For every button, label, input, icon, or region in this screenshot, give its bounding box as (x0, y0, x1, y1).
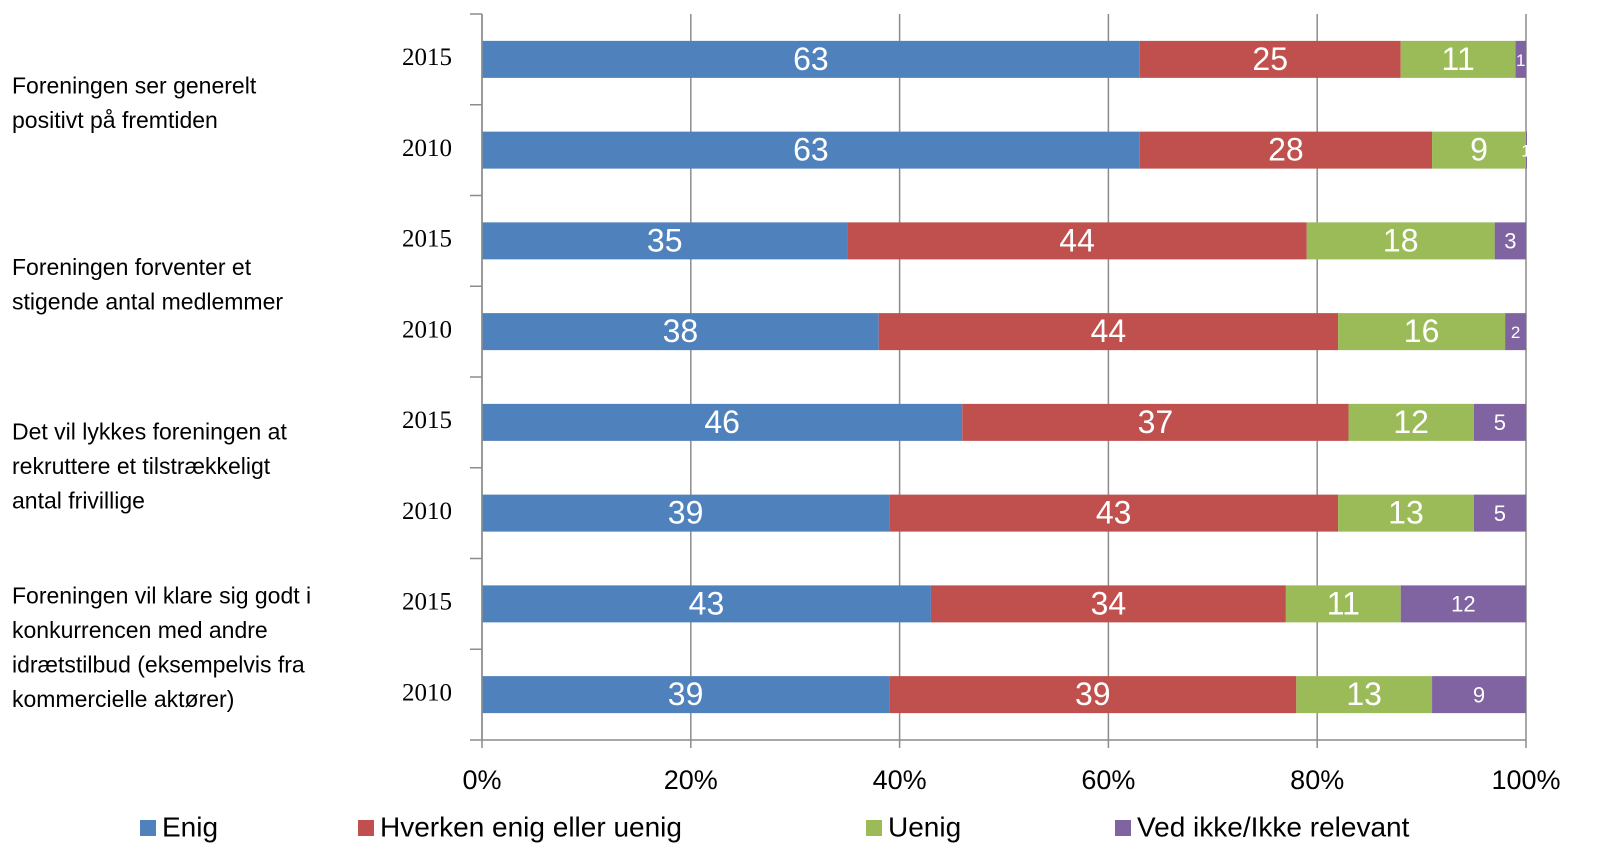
data-label: 43 (1096, 495, 1132, 531)
bar-segment (1139, 131, 1433, 169)
bar-segment (482, 676, 890, 714)
data-label: 44 (1091, 313, 1127, 349)
year-label: 2010 (402, 498, 452, 525)
bar-segment (482, 585, 931, 623)
data-label: 43 (689, 585, 725, 621)
bar-segment (1432, 676, 1526, 714)
x-tick-label: 20% (664, 765, 718, 795)
bar-segment (1400, 40, 1516, 78)
data-label: 63 (793, 132, 829, 168)
group-label: Foreningen vil klare sig godt i (12, 583, 311, 609)
data-label: 39 (668, 676, 704, 712)
bar-segment (482, 403, 963, 441)
bar-segment (889, 494, 1339, 532)
bar-segment (1432, 131, 1526, 169)
data-label: 25 (1252, 41, 1288, 77)
data-label: 39 (1075, 676, 1111, 712)
data-label: 2 (1511, 323, 1520, 342)
bar-segment (1348, 403, 1474, 441)
data-label: 39 (668, 495, 704, 531)
data-label: 12 (1393, 404, 1429, 440)
bar-segment (1285, 585, 1401, 623)
data-label: 37 (1138, 404, 1174, 440)
bar-segment (1515, 40, 1526, 78)
group-label: kommercielle aktører) (12, 686, 234, 712)
bar-segment (1473, 494, 1526, 532)
group-label: positivt på fremtiden (12, 107, 218, 133)
data-label: 3 (1504, 229, 1516, 254)
bar-segment (482, 222, 848, 260)
bar-segment (1296, 676, 1433, 714)
year-label: 2010 (402, 679, 452, 706)
year-label: 2015 (402, 407, 452, 434)
data-label: 11 (1327, 585, 1360, 621)
year-label: 2010 (402, 316, 452, 343)
legend-swatch (140, 820, 156, 836)
year-label: 2015 (402, 589, 452, 616)
group-label: idrætstilbud (eksempelvis fra (12, 652, 305, 678)
bar-segment (878, 313, 1339, 351)
year-label: 2010 (402, 135, 452, 162)
bar-segment (1306, 222, 1495, 260)
data-label: 34 (1091, 585, 1127, 621)
bar-segment (482, 313, 879, 351)
legend-label: Uenig (888, 811, 961, 842)
data-label: 63 (793, 41, 829, 77)
legend-label: Hverken enig eller uenig (380, 811, 682, 842)
data-label: 46 (704, 404, 740, 440)
bar-segment (482, 494, 890, 532)
data-label: 5 (1494, 501, 1506, 526)
data-label: 44 (1059, 222, 1095, 258)
data-label: 9 (1470, 132, 1488, 168)
legend-label: Enig (162, 811, 218, 842)
bar-segment (1400, 585, 1526, 623)
data-label: 38 (663, 313, 699, 349)
year-label: 2015 (402, 226, 452, 253)
group-label: Foreningen forventer et (12, 254, 252, 280)
bar-segment (1505, 313, 1526, 351)
x-tick-label: 60% (1081, 765, 1135, 795)
data-label: 11 (1442, 41, 1475, 77)
x-tick-label: 100% (1491, 765, 1560, 795)
legend-swatch (1115, 820, 1131, 836)
data-label: 9 (1473, 682, 1485, 707)
data-label: 35 (647, 222, 683, 258)
data-label: 1 (1521, 142, 1530, 161)
bar-segment (930, 585, 1286, 623)
group-label: konkurrencen med andre (12, 617, 268, 643)
data-label: 13 (1388, 495, 1424, 531)
data-label: 12 (1451, 592, 1475, 617)
bar-segment (847, 222, 1307, 260)
group-label: stigende antal medlemmer (12, 289, 283, 315)
bar-segment (962, 403, 1349, 441)
data-label: 28 (1268, 132, 1304, 168)
bar-segment (889, 676, 1297, 714)
x-tick-label: 80% (1290, 765, 1344, 795)
group-label: antal frivillige (12, 487, 145, 513)
data-label: 16 (1404, 313, 1440, 349)
bar-segment (1473, 403, 1526, 441)
group-label: Foreningen ser generelt (12, 73, 257, 99)
data-label: 1 (1516, 51, 1525, 70)
year-label: 2015 (402, 44, 452, 71)
bar-segment (1338, 313, 1506, 351)
bar-segment (1526, 131, 1527, 169)
bar-segment (482, 40, 1140, 78)
legend-swatch (358, 820, 374, 836)
group-label: Det vil lykkes foreningen at (12, 418, 287, 444)
data-label: 18 (1383, 222, 1419, 258)
group-label: rekruttere et tilstrækkeligt (12, 453, 271, 479)
legend-label: Ved ikke/Ikke relevant (1137, 811, 1410, 842)
bar-segment (482, 131, 1140, 169)
data-label: 13 (1346, 676, 1382, 712)
bar-segment (1494, 222, 1526, 260)
legend-swatch (866, 820, 882, 836)
x-tick-label: 0% (462, 765, 501, 795)
bar-segment (1338, 494, 1474, 532)
data-label: 5 (1494, 410, 1506, 435)
x-tick-label: 40% (873, 765, 927, 795)
bar-segment (1139, 40, 1401, 78)
